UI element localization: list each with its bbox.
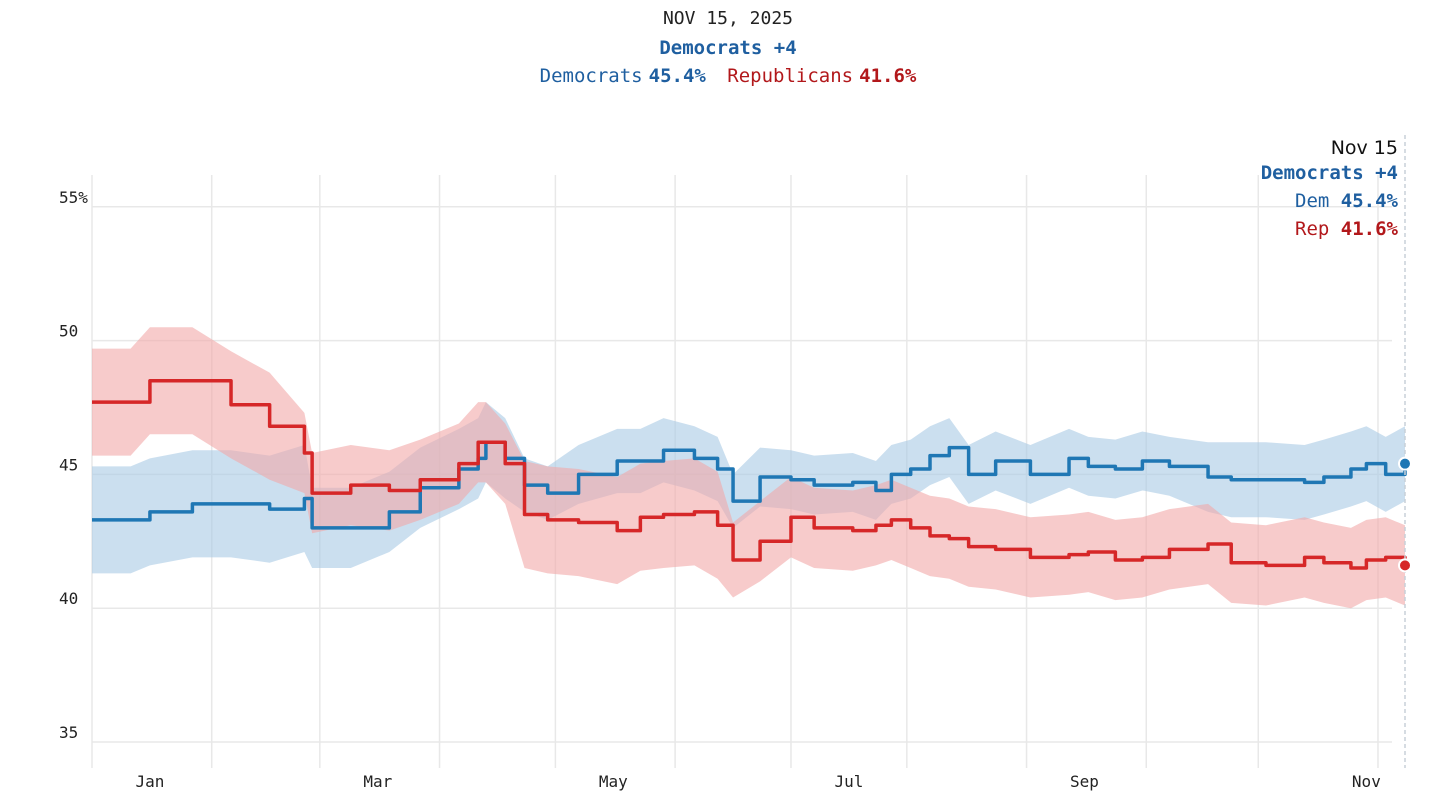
- tooltip-lead: Democrats +4: [1260, 162, 1398, 184]
- x-tick-label: Jan: [135, 772, 164, 791]
- y-tick-label: 40: [59, 589, 78, 608]
- y-tick-label: 45: [59, 455, 78, 474]
- header-rep-value: 41.6%: [859, 65, 917, 87]
- header-rep-label: Republicans: [727, 65, 854, 87]
- tooltip-rep-label: Rep: [1295, 218, 1330, 240]
- x-tick-label: Sep: [1070, 772, 1099, 791]
- rep-band: [92, 327, 1405, 609]
- header-date: NOV 15, 2025: [662, 8, 794, 29]
- x-tick-label: Mar: [363, 772, 392, 791]
- tooltip-rep-value: 41.6%: [1340, 218, 1398, 240]
- rep-current-point: [1398, 558, 1412, 573]
- header-dem-value: 45.4%: [648, 65, 706, 87]
- tooltip-date: Nov 15: [1330, 137, 1398, 159]
- y-tick-label: 50: [59, 322, 78, 341]
- x-tick-label: Jul: [834, 772, 863, 791]
- dem-line: [92, 440, 1407, 530]
- rep-line: [92, 378, 1407, 570]
- dem-band: [92, 402, 1405, 574]
- tooltip-rep: Rep 41.6%: [1295, 218, 1398, 240]
- tooltip-dem-label: Dem: [1295, 190, 1330, 212]
- dem-current-point: [1398, 456, 1412, 471]
- y-tick-label: 55%: [59, 188, 88, 207]
- header-dem-label: Democrats: [539, 65, 643, 87]
- x-tick-label: May: [599, 772, 628, 791]
- y-tick-label: 35: [59, 723, 78, 742]
- x-tick-label: Nov: [1352, 772, 1381, 791]
- header-values: Democrats 45.4% Republicans 41.6%: [0, 65, 1456, 87]
- tooltip-dem-value: 45.4%: [1340, 190, 1398, 212]
- header-lead: Democrats +4: [659, 37, 797, 59]
- tooltip-dem: Dem 45.4%: [1295, 190, 1398, 212]
